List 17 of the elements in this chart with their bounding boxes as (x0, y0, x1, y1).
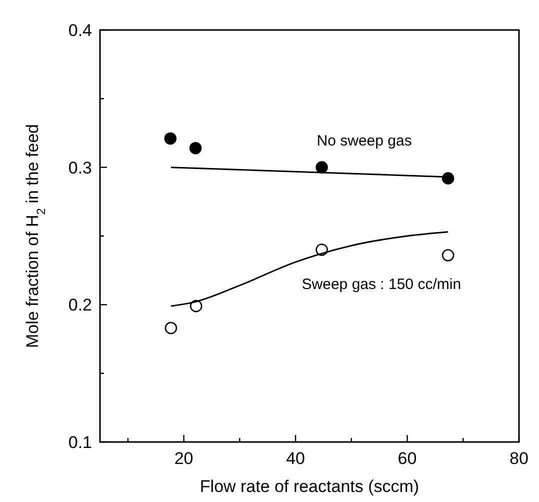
x-tick-label: 20 (174, 449, 194, 468)
x-tick-label: 80 (510, 449, 528, 468)
point (316, 161, 328, 174)
series-label: Sweep gas : 150 cc/min (302, 276, 462, 294)
y-tick-label: 0.3 (68, 158, 92, 178)
y-tick-label: 0.4 (68, 20, 92, 40)
point (164, 322, 178, 334)
point (164, 132, 177, 145)
x-tick-label: 40 (286, 449, 305, 468)
y-tick-label: 0.1 (68, 432, 92, 452)
y-tick-label: 0.2 (68, 296, 92, 315)
x-tick-label: 60 (398, 449, 417, 468)
point (189, 142, 202, 154)
series-label: No sweep gas (316, 132, 412, 150)
point (442, 172, 454, 184)
point (442, 249, 454, 262)
x-axis-title: Flow rate of reactants (sccm) (200, 477, 420, 496)
